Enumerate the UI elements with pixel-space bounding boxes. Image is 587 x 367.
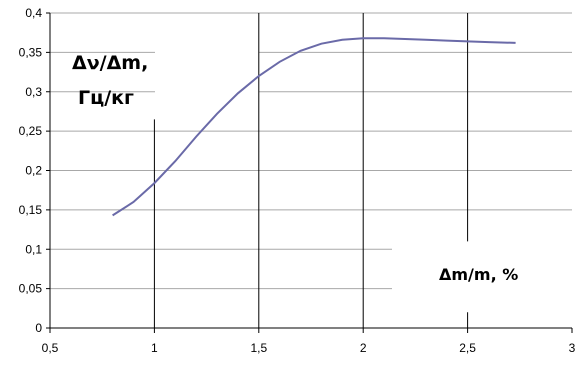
y-tick-label: 0,1 — [25, 242, 42, 256]
y-tick-label: 0,2 — [25, 164, 42, 178]
x-tick-labels: 0,5 1 1,5 2 2,5 3 — [42, 341, 576, 355]
y-tick-label: 0,3 — [25, 85, 42, 99]
x-tick-label: 2 — [360, 341, 367, 355]
y-tick-label: 0,05 — [19, 282, 43, 296]
y-tick-labels: 0 0,05 0,1 0,15 0,2 0,25 0,3 0,35 0,4 — [19, 6, 43, 335]
x-axis-label: Δm/m, % — [439, 265, 518, 284]
axes — [46, 12, 573, 333]
y-axis-label-line2: Гц/кг — [78, 87, 134, 109]
horizontal-gridlines — [50, 12, 572, 290]
series-line — [112, 37, 516, 217]
y-tick-label: 0,35 — [19, 45, 43, 59]
x-tick-label: 1,5 — [250, 341, 267, 355]
vertical-gridlines — [153, 13, 469, 328]
y-tick-label: 0,25 — [19, 124, 43, 138]
x-tick-label: 1 — [151, 341, 158, 355]
y-tick-label: 0 — [35, 321, 42, 335]
y-tick-label: 0,15 — [19, 203, 43, 217]
x-tick-label: 0,5 — [42, 341, 59, 355]
x-tick-label: 2,5 — [459, 341, 476, 355]
y-tick-label: 0,4 — [25, 6, 42, 20]
x-tick-label: 3 — [569, 341, 576, 355]
y-axis-label-line1: Δν/Δm, — [72, 52, 148, 74]
